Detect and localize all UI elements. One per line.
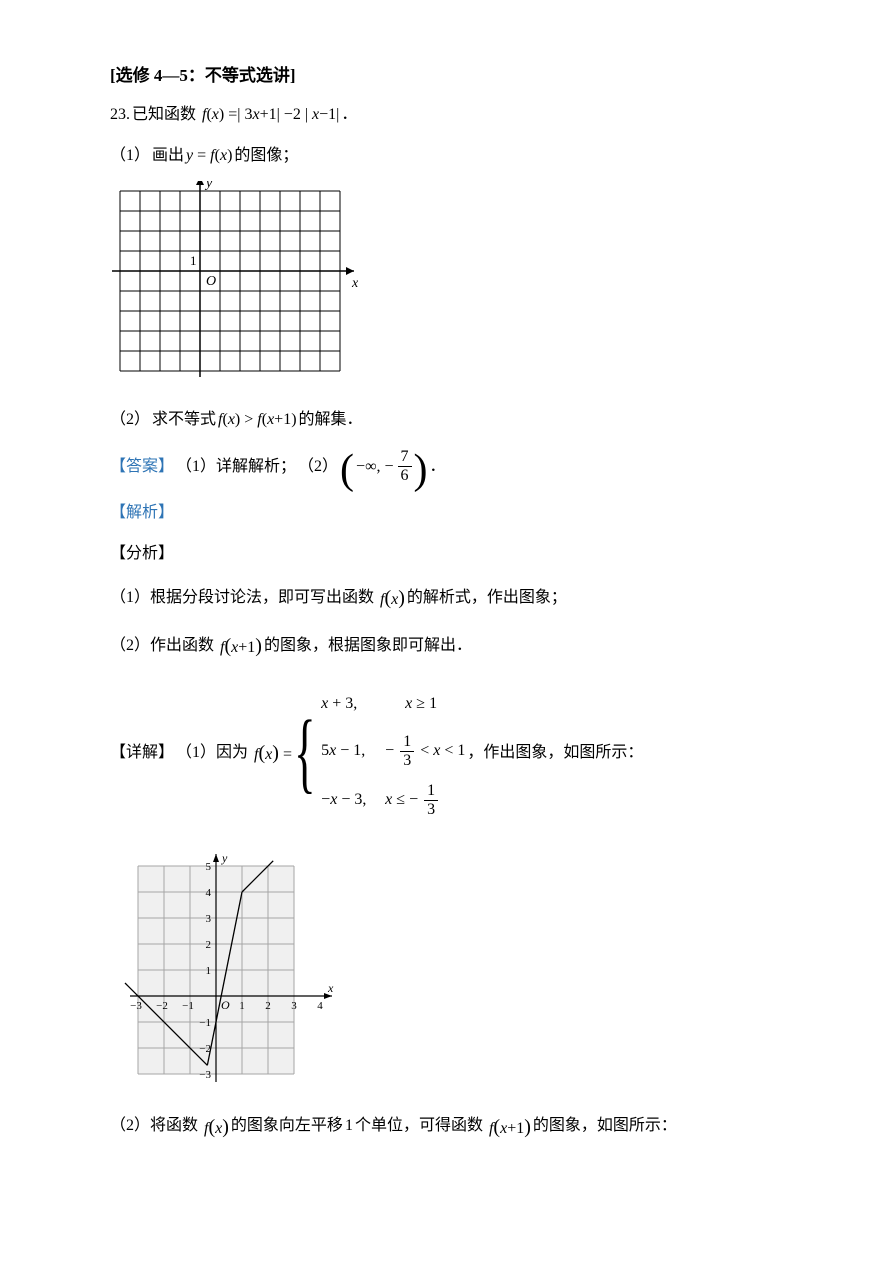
svg-text:−3: −3: [130, 1000, 142, 1012]
svg-text:5: 5: [206, 861, 212, 873]
svg-text:O: O: [221, 998, 230, 1012]
dp2-fx1: f(x+1): [485, 1108, 531, 1146]
svg-text:x: x: [351, 276, 358, 291]
part1-text: 画出: [152, 141, 184, 171]
svg-text:−3: −3: [199, 1069, 211, 1081]
svg-text:4: 4: [317, 1000, 323, 1012]
problem-number: 23.: [110, 100, 130, 130]
part-1: （1） 画出 y = f(x) 的图像；: [110, 141, 782, 171]
pw3-den: 3: [424, 800, 438, 818]
ans-den: 6: [398, 466, 412, 484]
fenxi-p1-b: 的解析式，作出图象；: [407, 583, 567, 613]
dp2-b: 的图象向左平移: [231, 1111, 343, 1141]
pw-row-1: x + 3, x ≥ 1: [321, 689, 465, 719]
period: ．: [341, 100, 357, 130]
problem-statement: 23. 已知函数 f(x) =| 3x+1| −2 | x−1| ．: [110, 100, 782, 130]
pw2-num: 1: [400, 734, 414, 751]
pw3-num: 1: [424, 783, 438, 800]
svg-text:x: x: [327, 981, 334, 995]
svg-text:1: 1: [190, 253, 197, 268]
part1-label: （1）: [110, 141, 150, 171]
fenxi-p2: （2）作出函数 f(x+1) 的图象，根据图象即可解出．: [110, 627, 782, 665]
fenxi-p2-a: （2）作出函数: [110, 631, 214, 661]
fenxi-p1: （1）根据分段讨论法，即可写出函数 f(x) 的解析式，作出图象；: [110, 579, 782, 617]
svg-text:1: 1: [206, 965, 212, 977]
problem-prefix: 已知函数: [132, 100, 196, 130]
fenxi-fx: f(x): [376, 579, 405, 617]
part2-suffix: 的解集．: [299, 405, 363, 435]
svg-text:−1: −1: [182, 1000, 194, 1012]
answer-interval: ( −∞, − 76 ): [340, 449, 427, 484]
jiexi-label: 【解析】: [110, 498, 174, 528]
part-2: （2） 求不等式 f(x) > f(x+1) 的解集．: [110, 405, 782, 435]
svg-text:2: 2: [265, 1000, 271, 1012]
svg-text:O: O: [206, 274, 216, 289]
answer-p2-prefix: （2）: [298, 452, 338, 482]
svg-text:2: 2: [206, 939, 212, 951]
brace-icon: {: [294, 717, 316, 789]
blank-grid-svg: Ox y 1: [110, 181, 358, 391]
detail-p1-prefix: （1）因为: [176, 738, 248, 768]
pw-row-3: −x − 3, x ≤ − 13: [321, 783, 465, 818]
svg-text:y: y: [221, 851, 228, 865]
dp2-a: （2）将函数: [110, 1111, 198, 1141]
detail-p1-suffix: ，作出图象，如图所示：: [467, 738, 643, 768]
fenxi-p2-b: 的图象，根据图象即可解出．: [264, 631, 472, 661]
detail-fx: f(x) =: [250, 734, 292, 772]
part1-suffix: 的图像；: [234, 141, 298, 171]
fenxi-fx1: f(x+1): [216, 627, 262, 665]
detail-label: 【详解】: [110, 738, 174, 768]
plot-grid: −3−2−11234−3−2−112345Oxy: [110, 836, 782, 1094]
detail-p1: 【详解】 （1）因为 f(x) = { x + 3, x ≥ 1 5x − 1,…: [110, 689, 782, 817]
detail-p2: （2）将函数 f(x) 的图象向左平移 1 个单位，可得函数 f(x+1) 的图…: [110, 1108, 782, 1146]
svg-text:−2: −2: [156, 1000, 168, 1012]
dp2-d: 的图象，如图所示：: [533, 1111, 677, 1141]
fenxi-p1-a: （1）根据分段讨论法，即可写出函数: [110, 583, 374, 613]
answer-label: 【答案】: [110, 452, 174, 482]
svg-text:1: 1: [239, 1000, 245, 1012]
dp2-fx: f(x): [200, 1108, 229, 1146]
part2-ineq: f(x) > f(x+1): [218, 405, 297, 435]
answer-p1: （1）详解解析；: [176, 452, 296, 482]
pw-row-2: 5x − 1, − 13 < x < 1: [321, 734, 465, 769]
part1-eq: y = f(x): [186, 141, 232, 171]
dp2-one: 1: [345, 1111, 353, 1141]
part2-text: 求不等式: [152, 405, 216, 435]
piecewise: { x + 3, x ≥ 1 5x − 1, − 13 < x < 1 −x −…: [294, 689, 465, 817]
blank-grid: Ox y 1: [110, 181, 782, 391]
plot-grid-svg: −3−2−11234−3−2−112345Oxy: [110, 836, 350, 1094]
func-def: f(x) =| 3x+1| −2 | x−1|: [198, 100, 339, 130]
answer-line: 【答案】 （1）详解解析； （2） ( −∞, − 76 ) ．: [110, 449, 782, 484]
svg-text:3: 3: [291, 1000, 297, 1012]
section-heading: [选修 4—5：不等式选讲]: [110, 60, 782, 92]
fenxi-label-line: 【分析】: [110, 539, 782, 569]
svg-text:4: 4: [206, 887, 212, 899]
ans-num: 7: [398, 449, 412, 466]
fenxi-label: 【分析】: [110, 539, 174, 569]
dp2-c: 个单位，可得函数: [355, 1111, 483, 1141]
svg-text:−1: −1: [199, 1017, 211, 1029]
pw2-den: 3: [400, 751, 414, 769]
answer-period: ．: [430, 452, 446, 482]
svg-text:y: y: [204, 181, 213, 191]
svg-text:3: 3: [206, 913, 212, 925]
part2-label: （2）: [110, 405, 150, 435]
analysis-label: 【解析】: [110, 498, 782, 528]
